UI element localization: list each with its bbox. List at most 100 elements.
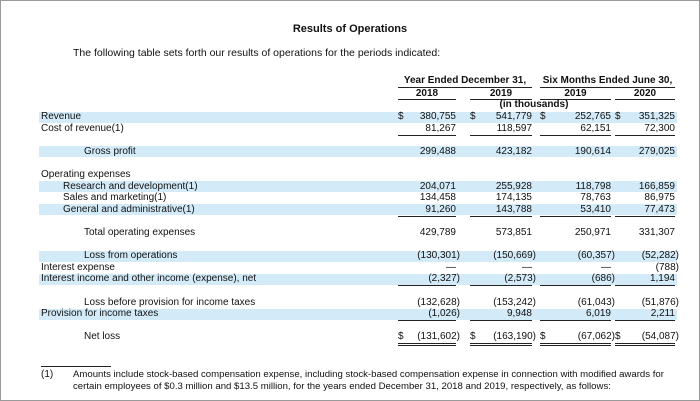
cell-value: (131,602) — [417, 331, 460, 343]
row-shading — [39, 181, 677, 193]
cell-value: 81,267 — [425, 122, 456, 134]
header-rule — [470, 99, 532, 100]
cell-value: 429,789 — [419, 227, 456, 238]
row-label: Loss before provision for income taxes — [84, 296, 256, 308]
cell-value: 118,597 — [496, 122, 532, 134]
underline — [398, 285, 456, 287]
cell-value: 279,025 — [638, 145, 675, 157]
underline — [540, 134, 611, 136]
underline — [398, 215, 456, 217]
underline — [398, 134, 456, 136]
cell-value: 166,859 — [638, 180, 675, 192]
cell-value: 53,410 — [580, 203, 611, 215]
cell-value: (1,026) — [428, 308, 460, 320]
row-label: Revenue — [41, 111, 82, 122]
double-underline — [615, 345, 675, 347]
currency-symbol: $ — [470, 331, 476, 343]
currency-symbol: $ — [470, 111, 476, 122]
column-year: 2019 — [489, 88, 513, 99]
row-label: Cost of revenue(1) — [41, 122, 124, 134]
cell-value: (130,301) — [417, 250, 460, 262]
underline — [470, 285, 532, 287]
underline — [470, 215, 532, 217]
underline — [615, 285, 675, 287]
underline — [615, 320, 675, 322]
cell-value: 62,151 — [580, 122, 611, 134]
underline — [470, 134, 532, 136]
cell-value: 118,798 — [575, 180, 611, 192]
cell-value: — — [446, 261, 456, 273]
column-year: 2018 — [415, 88, 439, 99]
double-underline — [398, 345, 456, 347]
row-label: Research and development(1) — [63, 180, 198, 192]
cell-value: (163,190) — [493, 331, 536, 343]
cell-value: (52,282) — [641, 250, 679, 262]
cell-value: 174,135 — [495, 192, 532, 204]
row-label: General and administrative(1) — [63, 203, 195, 215]
cell-value: (686) — [591, 273, 615, 285]
cell-value: 204,071 — [419, 180, 456, 192]
currency-symbol: $ — [540, 331, 546, 343]
cell-value: — — [601, 261, 611, 273]
cell-value: 190,614 — [574, 145, 611, 157]
cell-value: (2,573) — [504, 273, 536, 285]
footnote-rule — [41, 366, 111, 367]
row-label: Sales and marketing(1) — [63, 192, 167, 204]
row-label: Total operating expenses — [84, 227, 196, 238]
row-label: Interest income and other income (expens… — [41, 273, 257, 285]
double-underline — [540, 345, 611, 347]
row-label: Net loss — [84, 331, 121, 343]
cell-value: 134,458 — [419, 192, 456, 204]
cell-value: (132,628) — [417, 296, 460, 308]
row-label: Gross profit — [84, 145, 136, 157]
header-rule — [540, 87, 675, 88]
cell-value: 1,194 — [649, 273, 675, 285]
cell-value: 423,182 — [495, 145, 532, 157]
column-group-header: Year Ended December 31, — [403, 75, 527, 86]
header-rule — [615, 99, 675, 100]
underline — [615, 134, 675, 136]
column-year: 2019 — [564, 88, 587, 99]
row-label: Operating expenses — [41, 169, 131, 180]
unit-label: (in thousands) — [499, 99, 569, 110]
double-underline — [470, 345, 532, 347]
footnote-text: Amounts include stock-based compensation… — [73, 369, 664, 392]
column-group-header: Six Months Ended June 30, — [542, 75, 673, 86]
cell-value: 2,211 — [650, 308, 675, 320]
underline — [398, 320, 456, 322]
cell-value: (61,043) — [577, 296, 615, 308]
cell-value: 351,325 — [638, 111, 675, 122]
double-underline — [540, 343, 611, 345]
intro: The following table sets forth our resul… — [73, 47, 441, 59]
cell-value: 541,779 — [495, 111, 532, 122]
cell-value: (51,876) — [641, 296, 679, 308]
row-shading — [39, 308, 677, 320]
double-underline — [470, 343, 532, 345]
double-underline — [615, 343, 675, 345]
row-shading — [39, 111, 677, 123]
cell-value: 6,019 — [585, 308, 611, 320]
currency-symbol: $ — [398, 111, 404, 122]
underline — [615, 215, 675, 217]
header-rule — [540, 99, 611, 100]
cell-value: 78,763 — [580, 192, 611, 204]
cell-value: 252,765 — [574, 111, 611, 122]
cell-value: 380,755 — [419, 111, 456, 122]
currency-symbol: $ — [540, 111, 546, 122]
currency-symbol: $ — [398, 331, 404, 343]
underline — [540, 320, 611, 322]
cell-value: (153,242) — [493, 296, 536, 308]
underline — [470, 320, 532, 322]
cell-value: (788) — [655, 261, 679, 273]
header-rule — [398, 99, 456, 100]
row-label: Loss from operations — [84, 250, 178, 262]
row-shading — [39, 273, 677, 285]
underline — [540, 215, 611, 217]
double-underline — [398, 343, 456, 345]
underline — [540, 285, 611, 287]
cell-value: — — [522, 261, 532, 273]
row-shading — [39, 146, 677, 158]
cell-value: 299,488 — [419, 145, 456, 157]
cell-value: 86,975 — [644, 192, 675, 204]
